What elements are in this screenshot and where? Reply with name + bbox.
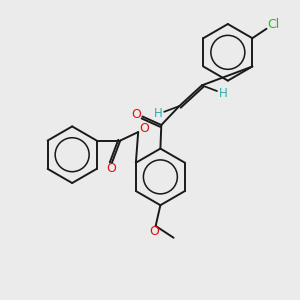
- Text: O: O: [139, 122, 149, 135]
- Text: H: H: [154, 107, 162, 120]
- Text: O: O: [131, 108, 141, 121]
- Text: O: O: [106, 162, 116, 176]
- Text: O: O: [149, 225, 159, 238]
- Text: H: H: [219, 87, 227, 100]
- Text: Cl: Cl: [267, 19, 279, 32]
